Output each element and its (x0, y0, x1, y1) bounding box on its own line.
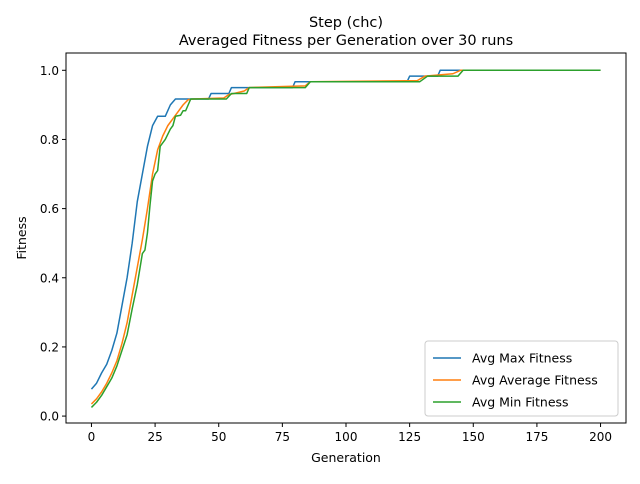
x-tick-label-2: 50 (211, 430, 226, 444)
plot-frame (65, 52, 627, 424)
x-tick-label-6: 150 (462, 430, 485, 444)
y-axis-label: Fitness (14, 216, 29, 259)
x-tick-label-4: 100 (335, 430, 358, 444)
x-axis-ticks: 0 25 50 75 100 125 150 175 200 (88, 423, 612, 444)
legend-label-1: Avg Average Fitness (472, 373, 598, 388)
x-tick-label-8: 200 (589, 430, 612, 444)
x-tick-label-0: 0 (88, 430, 96, 444)
y-tick-label-4: 0.8 (40, 133, 59, 147)
y-tick-label-0: 0.0 (40, 410, 59, 424)
series-layer (90, 69, 601, 408)
y-tick-label-2: 0.4 (40, 271, 59, 285)
legend: Avg Max Fitness Avg Average Fitness Avg Mi… (424, 340, 619, 417)
legend-label-0: Avg Max Fitness (472, 351, 572, 366)
x-axis-label: Generation (311, 450, 381, 465)
series-line-2 (90, 69, 601, 408)
chart-title-line1: Step (chc) (309, 15, 383, 31)
y-axis-ticks: 0.0 0.2 0.4 0.6 0.8 1.0 (40, 64, 66, 424)
y-tick-label-5: 1.0 (40, 64, 59, 78)
y-tick-label-1: 0.2 (40, 340, 59, 354)
x-tick-label-7: 175 (525, 430, 548, 444)
legend-box (424, 340, 619, 417)
x-tick-label-5: 125 (398, 430, 421, 444)
legend-label-2: Avg Min Fitness (472, 395, 569, 410)
y-tick-label-3: 0.6 (40, 202, 59, 216)
chart-title-line2: Averaged Fitness per Generation over 30 … (179, 33, 513, 49)
x-tick-label-1: 25 (147, 430, 162, 444)
x-tick-label-3: 75 (275, 430, 290, 444)
